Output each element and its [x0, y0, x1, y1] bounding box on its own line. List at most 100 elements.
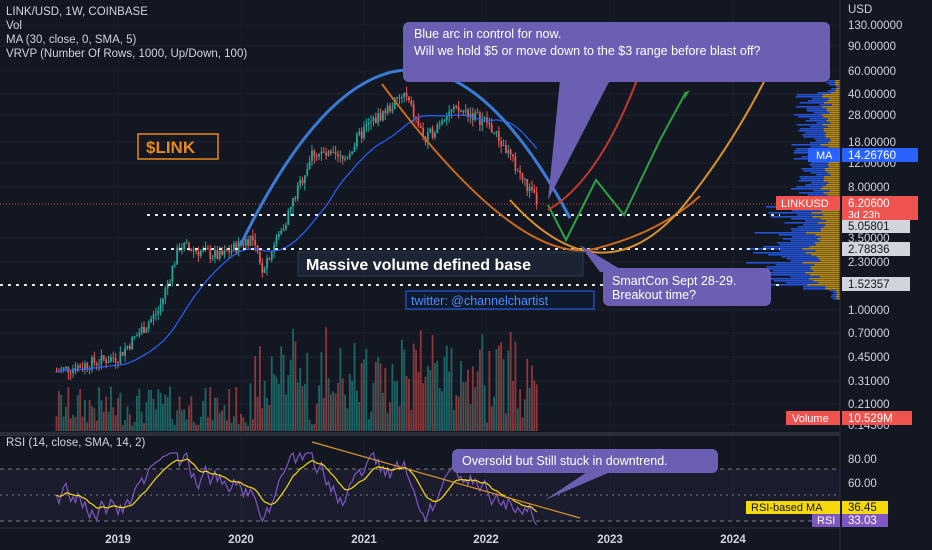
candle-body [526, 178, 529, 192]
candle-body [382, 110, 384, 121]
candle-body [121, 351, 124, 356]
vp-bar-up [819, 104, 832, 106]
vp-bar-up [817, 92, 831, 94]
price-tick: 1.52357 [848, 279, 890, 291]
vol-label[interactable]: Vol [6, 20, 22, 32]
candle-body [441, 120, 443, 125]
vp-bar-down [836, 294, 840, 296]
rsi-note-box [452, 449, 718, 473]
vp-bar-up [779, 244, 816, 246]
volume-bar [400, 339, 403, 431]
candle-body [100, 355, 103, 365]
volume-bar [464, 382, 467, 431]
candle-body [183, 243, 186, 250]
volume-bar [216, 397, 219, 431]
candle-body [356, 134, 358, 146]
vp-bar-down [826, 132, 840, 134]
candle-body [261, 262, 264, 273]
candle-body [157, 310, 160, 315]
candle-body [242, 243, 245, 246]
candle-body [114, 358, 117, 363]
candle-body [247, 239, 249, 246]
vp-bar-down [822, 186, 840, 188]
symbol-line[interactable]: LINK/USD, 1W, COINBASE [6, 6, 148, 18]
volume-bar [112, 407, 115, 431]
volume-bar [393, 381, 396, 431]
volume-bar [285, 394, 287, 431]
vp-bar-down [809, 278, 840, 280]
volume-bar [164, 394, 167, 431]
rsi-note-text: Oversold but Still stuck in downtrend. [462, 454, 668, 468]
vp-bar-up [793, 158, 822, 160]
vp-bar-up [795, 96, 823, 98]
volume-bar [88, 400, 91, 431]
candle-body [275, 236, 278, 246]
candle-body [133, 336, 136, 338]
vp-bar-up [810, 146, 829, 148]
vp-bar-down [820, 276, 840, 278]
volume-bar [128, 414, 131, 431]
vp-bar-down [820, 260, 840, 262]
volume-bar [204, 388, 207, 431]
candle-body [398, 97, 401, 99]
candle-body [426, 132, 429, 142]
rsi-legend[interactable]: RSI (14, close, SMA, 14, 2) [6, 437, 146, 449]
candle-body [62, 367, 65, 370]
volume-bar [339, 348, 342, 431]
candle-body [509, 149, 512, 155]
vp-bar-down [830, 140, 840, 142]
vp-bar-down [809, 246, 840, 248]
volume-bar [121, 425, 124, 431]
candle-body [263, 268, 266, 273]
candle-body [502, 145, 505, 147]
volume-bar [74, 416, 77, 431]
vp-bar-up [791, 210, 821, 212]
vp-bar-up [796, 214, 823, 216]
volume-bar [140, 411, 143, 431]
rsi-badge-value: 33.03 [848, 515, 877, 527]
candle-body [372, 117, 375, 122]
candle-body [164, 288, 167, 299]
rsi-badge-label-bg [812, 514, 840, 527]
volume-bar [346, 408, 349, 431]
ma-legend[interactable]: MA (30, close, 0, SMA, 5) [6, 34, 137, 46]
vp-bar-down [829, 190, 840, 192]
candle-body [206, 247, 209, 250]
candle-body [131, 336, 134, 350]
vp-bar-up [746, 262, 803, 264]
volume-bar [169, 386, 171, 431]
vp-bar-down [811, 212, 840, 214]
candle-body [268, 258, 271, 260]
vp-bar-up [802, 224, 826, 226]
vp-bar-up [813, 112, 830, 114]
red-projection [547, 71, 641, 211]
vp-bar-down [820, 228, 840, 230]
rsi-tick: 80.00 [848, 454, 877, 466]
volume-bar [124, 420, 126, 431]
twitter-box [405, 290, 595, 310]
candle-body [190, 248, 193, 252]
vrvp-legend[interactable]: VRVP (Number Of Rows, 1000, Up/Down, 100… [6, 48, 247, 60]
volume-bar [337, 382, 339, 431]
arc-note-line-2: Will we hold $5 or move down to the $3 r… [414, 44, 761, 58]
candle-body [296, 184, 299, 200]
volume-bar [322, 398, 325, 431]
volume-bar [356, 390, 358, 431]
candle-body [299, 179, 302, 185]
volume-bar [76, 395, 79, 431]
vp-bar-down [813, 270, 840, 272]
vp-bar-up [811, 166, 829, 168]
volume-bar [98, 387, 100, 431]
candle-body [138, 333, 141, 336]
rsi-note-pointer [545, 470, 615, 500]
vp-bar-up [808, 194, 828, 196]
vp-bar-down [822, 94, 840, 96]
candle-body [493, 132, 495, 134]
volume-bar [327, 378, 330, 431]
smartcon-line-2: Breakout time? [612, 288, 696, 302]
candle-body [320, 151, 323, 154]
vp-bar-up [768, 254, 812, 256]
vp-bar-up [827, 90, 836, 92]
candle-body [230, 250, 233, 253]
candle-body [523, 178, 526, 180]
